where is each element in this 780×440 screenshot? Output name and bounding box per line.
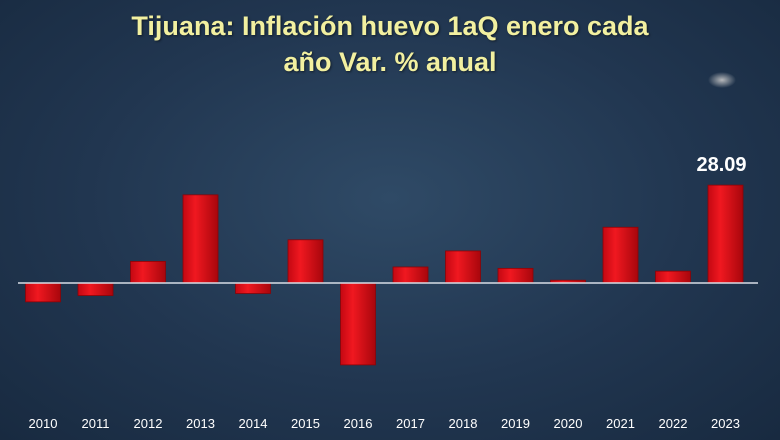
x-tick-label-2011: 2011 (82, 416, 110, 431)
bar-2018 (445, 250, 481, 284)
x-tick-label-2012: 2012 (134, 416, 163, 431)
bar-2014 (235, 282, 271, 294)
x-tick-label-2017: 2017 (396, 416, 425, 431)
x-tick-label-2022: 2022 (659, 416, 688, 431)
bar-2012 (130, 261, 166, 284)
x-tick-label-2021: 2021 (606, 416, 635, 431)
bar-2010 (25, 282, 61, 303)
chart-title-line-2: año Var. % anual (283, 47, 497, 77)
bar-2017 (392, 266, 429, 284)
x-tick-label-2014: 2014 (239, 416, 268, 431)
bar-2022 (655, 270, 691, 284)
x-tick-label-2023: 2023 (711, 416, 740, 431)
bar-2015 (287, 239, 324, 284)
bar-2019 (497, 267, 534, 284)
bar-2023 (707, 184, 744, 284)
chart-title: Tijuana: Inflación huevo 1aQ enero cada … (0, 8, 780, 80)
glow-decoration (708, 72, 736, 88)
bar-2011 (77, 282, 114, 296)
chart-title-line-1: Tijuana: Inflación huevo 1aQ enero cada (131, 11, 649, 41)
x-tick-label-2020: 2020 (554, 416, 583, 431)
bar-2021 (602, 226, 639, 284)
x-tick-label-2015: 2015 (291, 416, 320, 431)
x-tick-label-2013: 2013 (186, 416, 215, 431)
data-label-2023: 28.09 (696, 154, 746, 176)
x-tick-label-2019: 2019 (501, 416, 530, 431)
x-tick-label-2010: 2010 (29, 416, 58, 431)
bar-2013 (182, 194, 219, 284)
x-tick-label-2018: 2018 (449, 416, 478, 431)
bar-2016 (340, 282, 376, 366)
x-tick-label-2016: 2016 (344, 416, 373, 431)
